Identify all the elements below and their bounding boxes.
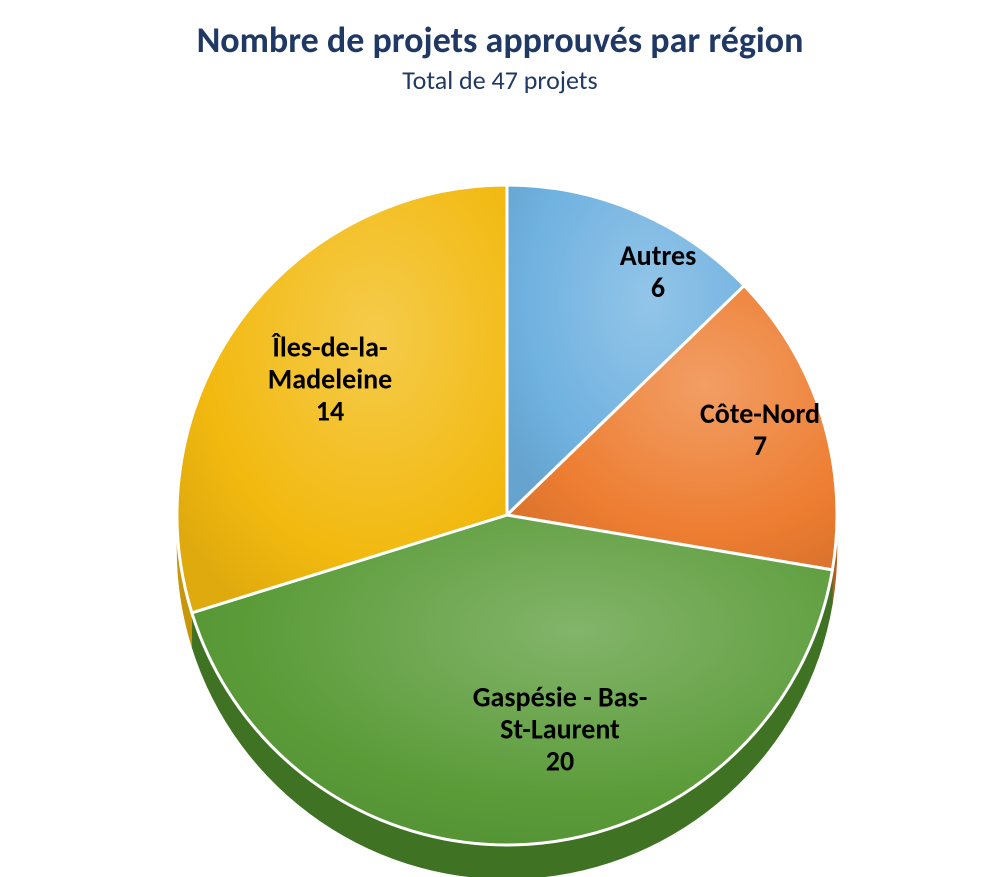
title-block: Nombre de projets approuvés par région T… <box>0 18 1000 96</box>
slice-label-gaspesie: Gaspésie - Bas- St-Laurent 20 <box>473 682 648 779</box>
chart-container: Nombre de projets approuvés par région T… <box>0 0 1000 877</box>
chart-title: Nombre de projets approuvés par région <box>0 18 1000 62</box>
chart-subtitle: Total de 47 projets <box>0 64 1000 96</box>
slice-label-autres: Autres 6 <box>620 240 697 304</box>
slice-label-cote-nord: Côte-Nord 7 <box>700 398 820 462</box>
slice-label-iles-madeleine: Îles-de-la- Madeleine 14 <box>268 332 392 429</box>
